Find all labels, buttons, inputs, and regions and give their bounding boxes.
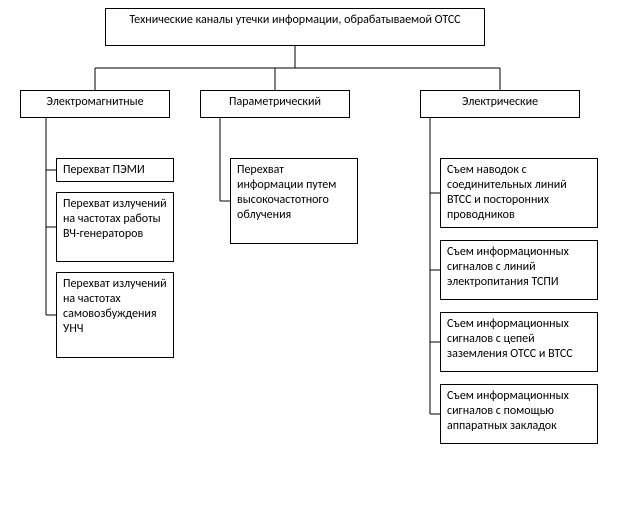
root-node: Технические каналы утечки информации, об… xyxy=(105,8,485,46)
leaf-em-1: Перехват излучений на частотах работы ВЧ… xyxy=(56,192,174,262)
leaf-elec-3: Съем информационных сигналов с помощью а… xyxy=(440,384,598,444)
leaf-param-0: Перехват информации путем высокочастотно… xyxy=(230,158,358,244)
leaf-elec-0: Съем наводок с соединительных линий ВТСС… xyxy=(440,158,598,228)
diagram-canvas: Технические каналы утечки информации, об… xyxy=(0,0,620,516)
category-param: Параметрический xyxy=(200,90,350,118)
leaf-em-2: Перехват излучений на частотах самовозбу… xyxy=(56,272,174,358)
leaf-elec-2: Съем информационных сигналов с цепей заз… xyxy=(440,312,598,372)
category-em: Электромагнитные xyxy=(20,90,170,118)
leaf-em-0: Перехват ПЭМИ xyxy=(56,158,174,182)
leaf-elec-1: Съем информационных сигналов с линий эле… xyxy=(440,240,598,300)
category-elec: Электрические xyxy=(420,90,580,118)
